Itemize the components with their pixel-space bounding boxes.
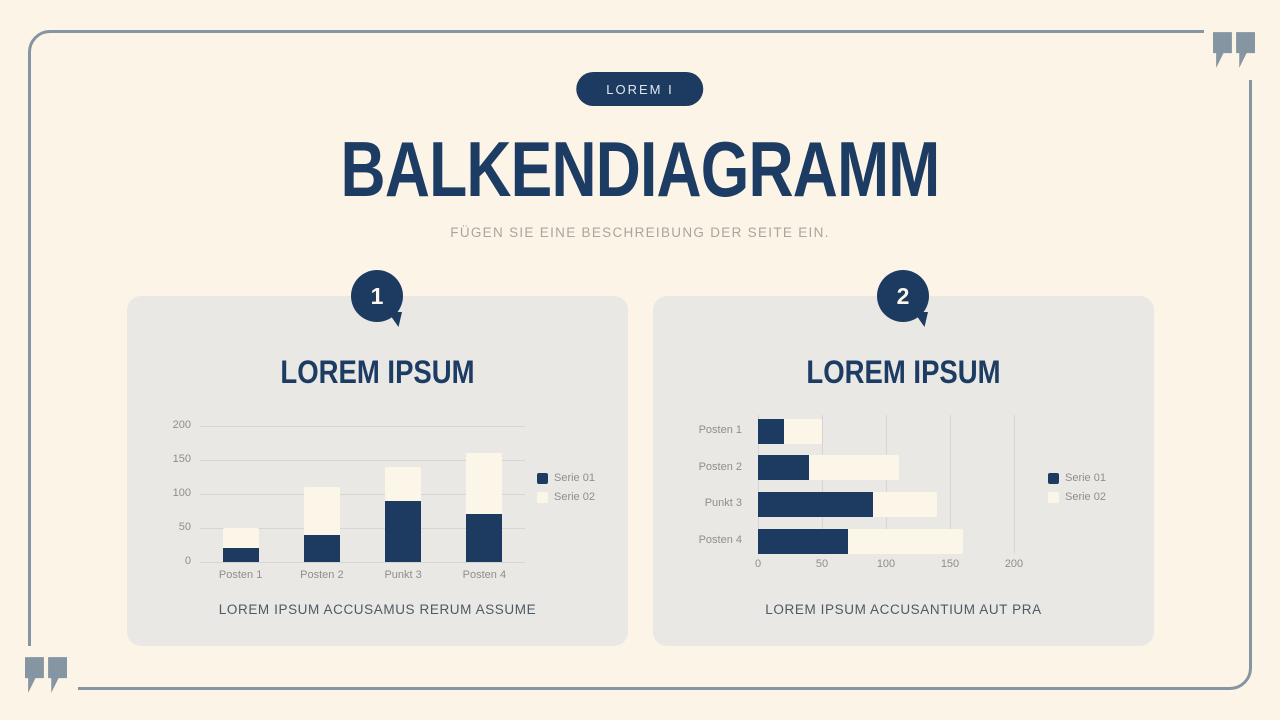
card-1-title: LOREM IPSUM: [280, 354, 475, 390]
bar-segment-serie-01: [385, 500, 422, 562]
bar-segment-serie-01: [758, 455, 810, 481]
value-axis-tick-label: 100: [876, 558, 896, 570]
page-subtitle: FÜGEN SIE EINE BESCHREIBUNG DER SEITE EI…: [450, 225, 830, 240]
category-axis-label: Punkt 3: [384, 569, 422, 581]
bar-segment-serie-01: [758, 418, 784, 444]
value-gridline: [200, 561, 525, 563]
value-axis-tick-label: 0: [184, 555, 191, 567]
category-axis-label: Posten 4: [698, 534, 742, 547]
value-gridline: [1013, 415, 1015, 553]
chart-legend: Serie 01 Serie 02: [537, 472, 595, 503]
bar-segment-serie-01: [222, 548, 259, 562]
section-badge: LOREM I: [576, 72, 704, 106]
bar-segment-serie-01: [466, 514, 503, 562]
card-2-caption: LOREM IPSUM ACCUSANTIUM AUT PRA: [765, 602, 1042, 617]
quotation-icon: [1213, 32, 1255, 68]
chart-card-1: 1 LOREM IPSUM 0 50 100 150 200 Posten 1 Posten…: [127, 270, 628, 646]
number-bubble-2-label: 2: [896, 282, 910, 309]
legend-label: Serie 02: [1065, 491, 1106, 503]
value-gridline: [949, 415, 951, 553]
value-axis-tick-label: 150: [172, 453, 191, 465]
bar-segment-serie-02: [466, 453, 503, 515]
stacked-column-chart: 0 50 100 150 200 Posten 1 Posten 2 Punkt 3 Poste…: [127, 296, 628, 646]
legend-item: Serie 02: [1048, 491, 1106, 503]
chart-legend: Serie 01 Serie 02: [1048, 472, 1106, 503]
bar-segment-serie-01: [758, 528, 848, 554]
value-gridline: [821, 415, 823, 553]
quote-mark-bottom-left: [14, 646, 78, 704]
legend-item: Serie 01: [537, 472, 595, 484]
category-axis-label: Posten 2: [698, 460, 742, 473]
legend-label: Serie 02: [554, 491, 595, 503]
category-axis-label: Posten 4: [462, 569, 507, 581]
legend-item: Serie 01: [1048, 472, 1106, 484]
bar-segment-serie-02: [222, 528, 259, 549]
value-axis-tick-label: 50: [178, 521, 191, 533]
number-bubble-2: 2: [877, 270, 929, 327]
quote-mark-top-right: [1204, 20, 1264, 80]
value-axis-tick-label: 100: [172, 487, 191, 499]
legend-swatch-serie-01: [537, 472, 548, 484]
bar-segment-serie-02: [783, 418, 822, 444]
stacked-bar-chart: 0 50 100 150 200 Posten 1 Posten 2 Punkt 3 Poste…: [653, 296, 1154, 646]
chart-card-2: 2 LOREM IPSUM 0 50 100 150 200 Posten 1 Posten…: [653, 270, 1154, 646]
legend-swatch-serie-02: [1048, 491, 1059, 503]
value-gridline: [200, 425, 525, 427]
bar-segment-serie-02: [847, 528, 963, 554]
value-axis-tick-label: 0: [754, 558, 762, 570]
quotation-icon: [25, 657, 67, 693]
value-gridline: [200, 459, 525, 461]
category-axis-label: Punkt 3: [704, 497, 742, 510]
value-gridline: [757, 415, 759, 553]
legend-swatch-serie-01: [1048, 472, 1059, 484]
card-2-title: LOREM IPSUM: [806, 354, 1001, 390]
slide-border-frame: [28, 30, 1252, 690]
value-gridline: [885, 415, 887, 553]
bar-segment-serie-02: [385, 466, 422, 501]
legend-label: Serie 01: [1065, 472, 1106, 484]
category-axis-label: Posten 2: [300, 569, 344, 581]
value-gridline: [200, 527, 525, 529]
number-bubble-1-label: 1: [370, 282, 384, 309]
legend-item: Serie 02: [537, 491, 595, 503]
page-title: BALKENDIAGRAMM: [340, 125, 941, 213]
bar-segment-serie-02: [809, 455, 899, 481]
bar-segment-serie-01: [758, 491, 874, 517]
section-badge-label: LOREM I: [606, 81, 674, 97]
card-1-caption: LOREM IPSUM ACCUSAMUS RERUM ASSUME: [218, 602, 537, 617]
bar-segment-serie-02: [873, 491, 938, 517]
number-bubble-1: 1: [351, 270, 403, 327]
bar-segment-serie-01: [303, 534, 340, 562]
value-axis-tick-label: 150: [940, 558, 960, 570]
value-axis-tick-label: 50: [815, 558, 829, 570]
bar-segment-serie-02: [303, 487, 340, 535]
value-axis-tick-label: 200: [172, 419, 191, 431]
category-axis-label: Posten 1: [218, 569, 263, 581]
legend-label: Serie 01: [554, 472, 595, 484]
value-axis-tick-label: 200: [1004, 558, 1024, 570]
category-axis-label: Posten 1: [698, 424, 742, 436]
legend-swatch-serie-02: [537, 491, 548, 503]
value-gridline: [200, 493, 525, 495]
